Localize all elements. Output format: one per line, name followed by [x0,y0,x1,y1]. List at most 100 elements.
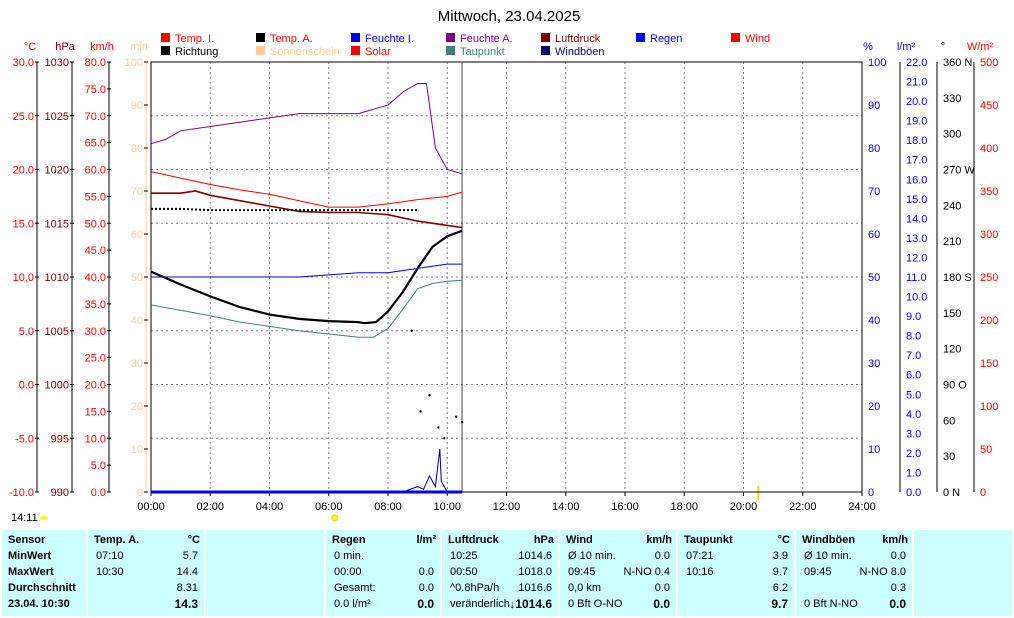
right-axis-unit: % [863,41,873,53]
left-axis-unit: min [130,41,148,53]
stats-row: 09:45 N-NO 0.4 [560,564,676,580]
x-axis-tick: 16:00 [611,501,639,513]
x-axis-tick: 02:00 [196,501,224,513]
right-axis-unit: W/m² [967,41,994,53]
right-axis-tick: 360 N [943,57,972,69]
right-axis-tick: 21.0 [906,77,927,89]
stats-header-label: Sensor [8,534,46,546]
x-axis-tick: 08:00 [374,501,402,513]
left-axis-tick: 1010 [45,272,69,284]
right-axis-tick: 15.0 [906,194,927,206]
right-axis-tick: 17.0 [906,155,927,167]
left-axis-unit: km/h [90,41,114,53]
left-axis-tick: 990 [51,487,69,499]
left-axis-tick: 1000 [45,380,69,392]
stats-cell-left: 0 Bft O-NO [568,598,623,610]
legend-label: Feuchte A. [460,33,513,45]
stats-row: Ø 10 min. 0.0 [560,548,676,564]
left-axis-tick: 15.0 [85,406,106,418]
sunrise-label: 14:11 [11,512,38,524]
legend-label: Windböen [555,46,605,58]
right-axis-tick: 450 [980,100,998,112]
stats-cell-value: 3.9 [772,550,788,562]
right-axis-tick: 0 [868,487,874,499]
stats-cell-value: N-NO 0.4 [623,566,670,578]
stats-row: 0 min. [326,548,440,564]
x-axis-tick: 10:00 [433,501,461,513]
left-axis-tick: 5.0 [19,326,34,338]
right-axis-tick: 10 [868,444,880,456]
stats-row: 00:50 1018.0 [442,564,558,580]
right-axis-tick: 14.0 [906,213,927,225]
legend: Temp. I. Temp. A. Feuchte I. Feuchte A. Luft… [161,33,770,58]
right-axis-tick: 100 [868,57,886,69]
stats-cell-value: 0.0 [889,597,906,611]
stats-cell-value: 9.7 [772,566,788,578]
right-axis-tick: 0.0 [906,487,921,499]
series-temp-a- [150,229,463,325]
right-axis-tick: 50 [980,444,992,456]
stats-row: 0 Bft N-NO 0.0 [796,596,912,612]
right-axis-tick: 1.0 [906,467,921,479]
wind-point [437,426,440,429]
left-axis-tick: 1020 [45,165,69,177]
right-axis-tick: 400 [980,143,998,155]
wind-point [443,437,446,440]
right-axis-tick: 70 [868,186,880,198]
right-axis-unit: ° [941,41,945,53]
stats-header-unit: km/h [646,534,672,546]
stats-cell-value: ↓1014.6 [509,597,552,611]
stats-section-wind: Wind km/h Ø 10 min. 0.0 09:45 N-NO 0.4 0,0 km 0… [560,530,676,616]
stats-cell-value: 14.3 [174,597,198,611]
left-axis-tick: -5.0 [15,433,34,445]
stats-cell-left: 07:21 [686,550,714,562]
legend-label: Feuchte I. [365,33,414,45]
right-axis-tick: 2.0 [906,448,921,460]
right-axis-tick: 30 [868,358,880,370]
stats-header: Temp. A. °C [88,532,204,548]
stats-row: 8.31 [88,580,204,596]
right-axis-tick: 16.0 [906,174,927,186]
stats-header-label: Taupunkt [684,534,733,546]
stats-cell-value: 0.0 [654,550,670,562]
stats-cell-left: 10:16 [686,566,714,578]
series-taupunkt [150,279,463,338]
right-axis-tick: 350 [980,186,998,198]
wind-point [428,394,431,397]
stats-header: Taupunkt °C [678,532,794,548]
legend-label: Wind [745,33,770,45]
statistics-panel: Sensor MinWert MaxWert Durchschnitt 23.04. 1… [0,528,1014,618]
stats-row: 10:25 1014.6 [442,548,558,564]
legend-label: Richtung [175,46,218,58]
right-axis-tick: 180 S [943,272,972,284]
right-axis-tick: 4.0 [906,409,921,421]
stats-row: MinWert [2,548,86,564]
right-axis-tick: 90 O [943,380,967,392]
left-axis-tick: 60 [131,229,143,241]
stats-cell-value: 14.4 [176,566,198,578]
right-axis-tick: 300 [943,129,961,141]
left-axis-tick: 60.0 [85,165,106,177]
left-axis-tick: 25.0 [13,111,34,123]
x-axis-tick: 12:00 [493,501,521,513]
left-axis-tick: 70 [131,186,143,198]
left-axis-tick: 55.0 [85,191,106,203]
left-axis-tick: 20 [131,401,143,413]
right-axis-tick: 0 [980,487,986,499]
right-axis-tick: 5.0 [906,389,921,401]
right-axis-tick: 120 [943,344,961,356]
stats-header-label: Wind [566,534,593,546]
right-axis-tick: 330 [943,93,961,105]
legend-label: Solar [365,46,391,58]
stats-cell-left: 09:45 [568,566,596,578]
right-axis-tick: 60 [943,415,955,427]
x-axis-tick: 22:00 [789,501,817,513]
stats-row: 10:30 14.4 [88,564,204,580]
sun-icon [40,516,48,520]
left-axis-tick: 90 [131,100,143,112]
left-axis-unit: hPa [55,41,75,53]
left-axis-tick: 75.0 [85,84,106,96]
stats-row: 23.04. 10:30 [2,596,86,612]
left-axis-tick: 30.0 [85,326,106,338]
left-axis-tick: 995 [51,433,69,445]
